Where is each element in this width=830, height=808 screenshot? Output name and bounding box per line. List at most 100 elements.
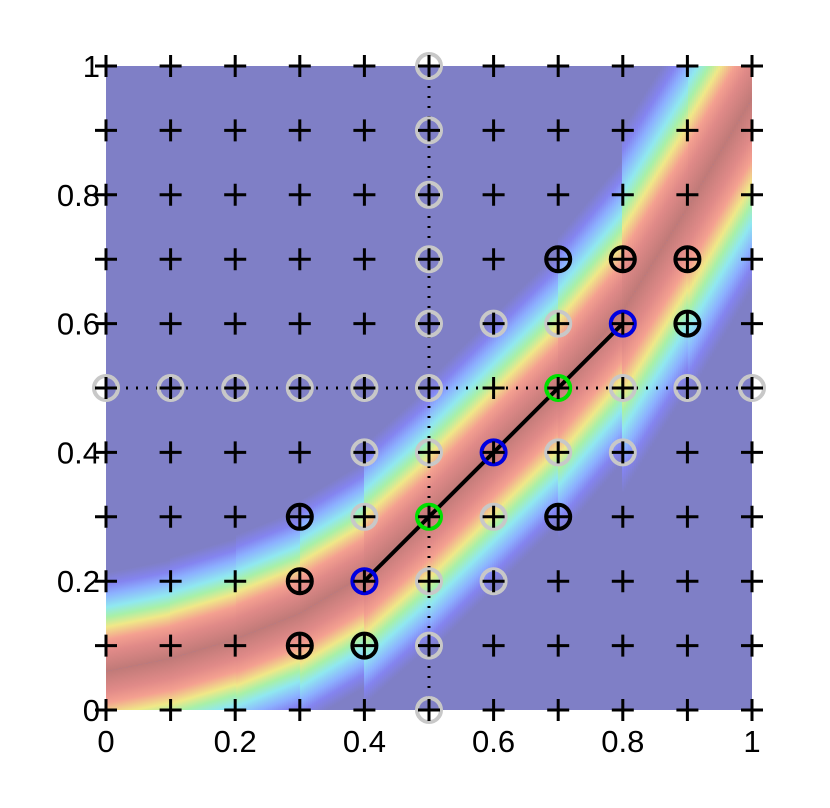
heat-strip [662,66,665,247]
heat-strip [138,664,141,710]
heat-strip [174,657,177,710]
heat-strip [240,636,243,710]
circle-marker [479,502,508,531]
heat-strip [642,278,645,461]
heat-strip [656,73,659,257]
heat-strip [272,520,275,625]
heat-strip [694,194,697,386]
plus-marker [288,55,311,77]
heat-strip [470,338,473,475]
heat-strip [592,195,595,347]
plus-marker [611,55,634,77]
heat-strip [144,565,147,664]
heat-strip [400,411,403,542]
plus-marker [611,183,634,206]
plus-marker [288,505,311,528]
heat-strip [122,667,125,710]
heat-strip [300,612,303,710]
heat-strip [536,409,539,546]
plus-marker [741,505,763,528]
heat-strip [494,314,497,452]
heat-strip [334,592,337,705]
plus-marker [482,570,505,593]
heat-strip [268,625,271,710]
heat-strip [742,113,745,304]
heat-strip [208,546,211,647]
circle-marker [738,374,766,402]
heat-strip [702,181,705,372]
heat-strip [510,298,513,436]
plus-marker [676,441,699,464]
heat-strip [276,518,279,623]
heat-strip [162,561,165,660]
heat-strip [114,669,117,710]
heat-strip [294,615,297,710]
heat-strip [150,662,153,710]
heat-strip [454,490,457,628]
heat-strip [500,445,503,582]
heat-strip [618,164,621,316]
heat-strip [720,66,723,151]
heat-strip [672,230,675,413]
heat-strip [638,102,641,285]
heat-strip [146,663,149,710]
heat-strip [270,624,273,710]
heat-strip [380,559,383,690]
heat-strip [730,133,733,325]
heat-strip [582,207,585,359]
heat-strip [304,497,307,611]
plus-marker [288,441,311,464]
heat-strip [580,360,583,512]
heat-strip [202,648,205,710]
heat-strip [204,648,207,710]
plus-marker [353,119,376,142]
heat-strip [414,399,417,530]
heat-strip [194,651,197,710]
x-tick-label: 0.6 [472,724,515,759]
heat-strip [326,484,329,598]
heat-strip [282,516,285,621]
heat-strip [588,351,591,503]
heat-strip [348,471,351,584]
plus-marker [676,119,699,142]
heat-strip [464,480,467,618]
heat-strip [382,428,385,559]
circle-marker [92,374,120,402]
heat-strip [414,529,417,660]
heat-strip [390,550,393,681]
heat-strip [544,401,547,538]
heat-strip [376,433,379,564]
heat-strip [664,243,667,426]
heat-strip [684,66,687,212]
plus-marker [611,377,634,399]
heat-strip [698,66,701,189]
circle-marker [285,567,314,596]
heat-strip [514,431,517,568]
heat-strip [296,510,299,615]
heat-strip [590,348,593,500]
heat-strip [508,300,511,438]
heat-strip [680,66,683,218]
heat-strip [624,124,627,308]
heat-strip [406,406,409,537]
plus-marker [159,377,182,399]
plus-marker [482,55,505,77]
heat-strip [284,619,287,710]
heat-strip [534,411,537,548]
heat-strip [562,382,565,534]
heat-strip [342,474,345,588]
heat-strip [734,66,737,128]
circle-marker [415,502,443,531]
heat-strip [298,509,301,614]
heat-strip [236,534,239,639]
heat-strip [152,563,155,662]
plus-marker [547,248,570,271]
heat-strip [248,633,251,710]
heat-strip [518,290,521,428]
heat-strip [386,554,389,685]
heat-strip [628,118,631,301]
plus-marker [482,312,505,335]
heat-strip [118,668,121,710]
heat-strip [322,486,325,600]
circle-marker [608,374,637,402]
